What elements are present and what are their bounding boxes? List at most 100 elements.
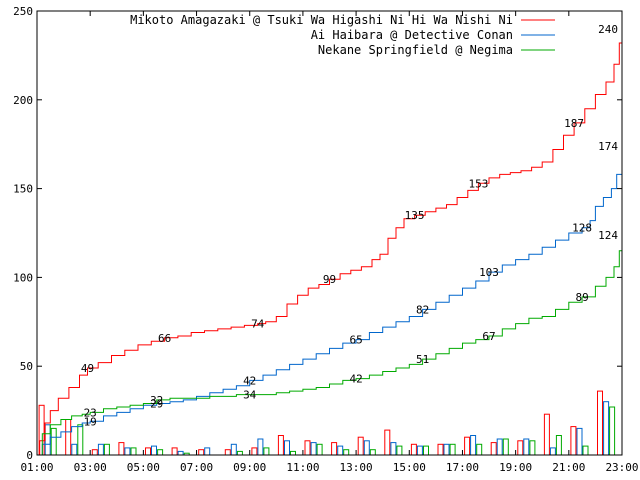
- histogram-bar: [390, 442, 397, 456]
- histogram-bar: [502, 438, 509, 456]
- histogram-bar: [437, 443, 444, 456]
- histogram-bar: [517, 440, 524, 456]
- histogram-bar: [145, 447, 151, 456]
- histogram-bar: [603, 401, 610, 456]
- histogram-bar: [396, 445, 403, 456]
- histogram-bar: [384, 429, 391, 456]
- data-label: 135: [405, 209, 425, 222]
- histogram-bar: [357, 436, 364, 456]
- histogram-bar: [50, 427, 57, 456]
- legend-label: Ai Haibara @ Detective Conan: [311, 28, 513, 42]
- histogram-bar: [543, 413, 550, 456]
- histogram-bar: [529, 440, 536, 456]
- data-label: 32: [150, 394, 163, 407]
- histogram-bar: [277, 435, 284, 456]
- histogram-bar: [77, 424, 84, 456]
- y-tick-label: 50: [20, 360, 33, 373]
- x-tick-label: 11:00: [286, 461, 319, 474]
- data-label: 103: [479, 266, 499, 279]
- histogram-bar: [337, 445, 344, 456]
- series-lines: [37, 28, 623, 456]
- histogram-bar: [157, 449, 164, 456]
- y-tick-label: 200: [13, 94, 33, 107]
- histogram-bar: [363, 440, 370, 456]
- y-tick-label: 0: [26, 449, 33, 462]
- legend-label: Mikoto Amagazaki @ Tsuki Wa Higashi Ni H…: [130, 13, 513, 27]
- data-label: 42: [349, 373, 362, 386]
- histogram-bar: [284, 440, 290, 456]
- histogram-bar: [251, 447, 258, 456]
- histogram-bar: [44, 424, 51, 456]
- x-tick-label: 05:00: [127, 461, 160, 474]
- histogram-bar: [443, 443, 450, 456]
- histogram-bar: [177, 450, 184, 456]
- histogram-bar: [71, 443, 78, 456]
- histogram-bar: [204, 447, 211, 456]
- legend-label: Nekane Springfield @ Negima: [318, 43, 513, 57]
- x-tick-label: 13:00: [340, 461, 373, 474]
- y-tick-label: 150: [13, 183, 33, 196]
- histogram-bar: [476, 443, 483, 456]
- histogram-bar: [331, 442, 338, 456]
- y-tick-label: 100: [13, 271, 33, 284]
- histogram-bar: [343, 449, 350, 456]
- histogram-bar: [65, 419, 72, 456]
- histogram-bar: [236, 450, 243, 456]
- histogram-bar: [576, 427, 583, 456]
- histogram-bar: [91, 449, 98, 456]
- histogram-bar: [597, 390, 603, 456]
- y-tick-label: 250: [13, 5, 33, 18]
- histogram-bar: [369, 449, 376, 456]
- histogram-bar: [449, 443, 456, 456]
- x-tick-label: 01:00: [20, 461, 53, 474]
- x-tick-label: 03:00: [74, 461, 107, 474]
- series-line-1: [37, 28, 623, 456]
- y-axis-ticks: 0 50 100 150 200 250: [13, 5, 622, 462]
- data-label: 65: [349, 334, 362, 347]
- histogram-bar: [410, 443, 417, 456]
- x-tick-label: 21:00: [552, 461, 585, 474]
- data-label: 67: [482, 330, 495, 343]
- x-tick-label: 23:00: [605, 461, 638, 474]
- data-label: 19: [84, 415, 97, 428]
- histogram-bar: [470, 435, 477, 456]
- histogram-bar: [464, 436, 471, 456]
- histogram-bar: [609, 406, 616, 456]
- data-label: 89: [575, 291, 588, 304]
- histogram-bar: [224, 449, 231, 456]
- data-label: 82: [416, 303, 429, 316]
- data-label: 49: [81, 362, 94, 375]
- histogram-bar: [304, 440, 311, 456]
- histogram-bar: [423, 445, 429, 456]
- data-label: 153: [468, 177, 488, 190]
- data-label: 29: [150, 398, 163, 411]
- x-tick-label: 15:00: [393, 461, 426, 474]
- histogram-bar: [230, 443, 237, 456]
- histogram-bars: [38, 390, 616, 456]
- x-tick-label: 09:00: [233, 461, 266, 474]
- histogram-bar: [310, 442, 317, 456]
- data-label: 51: [416, 353, 429, 366]
- series-line-3: [37, 234, 623, 456]
- histogram-bar: [416, 445, 423, 456]
- data-label: 124: [598, 229, 618, 242]
- data-label: 66: [158, 332, 171, 345]
- data-label: 42: [243, 374, 256, 387]
- data-label: 23: [84, 406, 97, 419]
- x-tick-label: 07:00: [180, 461, 213, 474]
- histogram-bar: [263, 447, 270, 456]
- histogram-bar: [523, 438, 530, 456]
- histogram-bar: [490, 442, 497, 456]
- histogram-bar: [582, 445, 589, 456]
- histogram-bar: [555, 435, 562, 456]
- histogram-bar: [118, 442, 125, 456]
- data-label: 187: [564, 117, 584, 130]
- data-label: 34: [243, 389, 257, 402]
- histogram-bar: [151, 445, 157, 456]
- series-line-2: [37, 146, 623, 456]
- x-axis-ticks: 01:00 03:00 05:00 07:00 09:00 11:00 13:00 15:00…: [20, 11, 639, 474]
- histogram-bar: [496, 438, 503, 456]
- histogram-bar: [130, 447, 137, 456]
- legend: Mikoto Amagazaki @ Tsuki Wa Higashi Ni H…: [130, 13, 555, 57]
